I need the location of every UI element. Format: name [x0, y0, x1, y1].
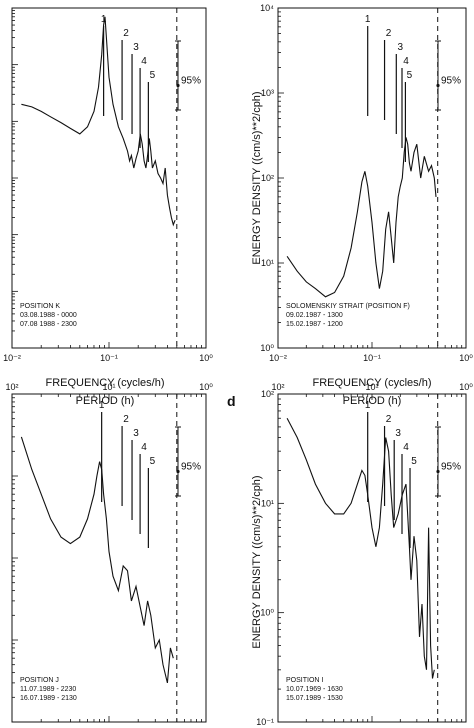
position-info-line: 07.08 1988 - 2300 [20, 321, 77, 328]
y-axis-title-bottom-right: ENERGY DENSITY ((cm/s)**2/cph) [251, 475, 263, 648]
position-info-line: 11.07.1989 - 2230 [20, 686, 76, 693]
period-axis-title-bottom-left: PERIOD (h) [76, 395, 135, 407]
harmonic-label: 5 [150, 70, 156, 81]
x-tick-label: 10⁻² [3, 353, 21, 363]
confidence-label: 95% [441, 462, 461, 473]
panel-letter-d: d [227, 393, 236, 409]
position-info-line: 03.08.1988 - 0000 [20, 312, 77, 319]
y-tick-label: 10² [261, 389, 274, 399]
harmonic-label: 3 [395, 428, 401, 439]
confidence-point [176, 83, 180, 88]
y-tick-label: 10² [261, 173, 274, 183]
confidence-point [176, 469, 180, 474]
confidence-label: 95% [441, 76, 461, 87]
position-info-line: 16.07.1989 - 2130 [20, 695, 77, 702]
harmonic-label: 1 [365, 400, 371, 411]
harmonic-label: 5 [407, 70, 413, 81]
spectrum-line [286, 418, 435, 679]
position-info-line: POSITION I [286, 677, 323, 684]
harmonic-label: 5 [411, 456, 417, 467]
position-info-line: 15.02.1987 - 1200 [286, 321, 343, 328]
harmonic-label: 5 [150, 456, 156, 467]
spectrum-line [21, 16, 176, 227]
position-info-line: 15.07.1989 - 1530 [286, 695, 343, 702]
harmonic-label: 1 [99, 400, 105, 411]
x-tick-label: 10⁰ [199, 382, 213, 392]
confidence-label: 95% [181, 462, 201, 473]
position-info-line: 10.07.1969 - 1630 [286, 686, 343, 693]
harmonic-label: 1 [101, 14, 107, 25]
y-tick-label: 10¹ [261, 258, 274, 268]
confidence-point [436, 469, 440, 474]
x-tick-label: 10¹ [365, 382, 378, 392]
confidence-label: 95% [181, 76, 201, 87]
x-axis-title-top-left: FREQUENCY (cycles/h) [46, 377, 165, 389]
x-tick-label: 10⁻¹ [100, 353, 118, 363]
x-tick-label: 10¹ [102, 382, 115, 392]
harmonic-label: 2 [123, 414, 129, 425]
harmonic-label: 2 [386, 28, 392, 39]
spectrum-line [286, 137, 437, 298]
position-info-line: SOLOMENSKIY STRAIT (POSITION F) [286, 303, 410, 310]
y-tick-label: 10⁰ [260, 343, 274, 353]
x-tick-label: 10⁰ [199, 353, 213, 363]
position-info-line: POSITION K [20, 303, 60, 310]
harmonic-label: 3 [133, 42, 139, 53]
harmonic-label: 4 [141, 56, 147, 67]
x-tick-label: 10⁻¹ [363, 353, 381, 363]
harmonic-label: 3 [133, 428, 139, 439]
y-tick-label: 10⁴ [260, 3, 274, 13]
x-axis-title-top-right: FREQUENCY (cycles/h) [313, 377, 432, 389]
confidence-point [436, 83, 440, 88]
position-info-line: POSITION J [20, 677, 59, 684]
harmonic-label: 4 [141, 442, 147, 453]
harmonic-label: 3 [398, 42, 404, 53]
y-axis-title-top-right: ENERGY DENSITY ((cm/s)**2/cph) [251, 91, 263, 264]
harmonic-label: 2 [123, 28, 129, 39]
y-tick-label: 10⁻¹ [256, 717, 274, 727]
x-tick-label: 10² [271, 382, 284, 392]
harmonic-label: 1 [365, 14, 371, 25]
harmonic-label: 2 [386, 414, 392, 425]
harmonic-label: 4 [403, 442, 409, 453]
y-tick-label: 10⁰ [260, 608, 274, 618]
x-tick-label: 10⁰ [459, 353, 473, 363]
period-axis-title-bottom-right: PERIOD (h) [343, 395, 402, 407]
spectrum-line [20, 436, 174, 684]
x-tick-label: 10⁰ [459, 382, 473, 392]
y-tick-label: 10³ [261, 88, 274, 98]
x-tick-label: 10² [5, 382, 18, 392]
harmonic-label: 4 [403, 56, 409, 67]
position-info-line: 09.02.1987 - 1300 [286, 312, 343, 319]
x-tick-label: 10⁻² [269, 353, 287, 363]
y-tick-label: 10¹ [261, 498, 274, 508]
